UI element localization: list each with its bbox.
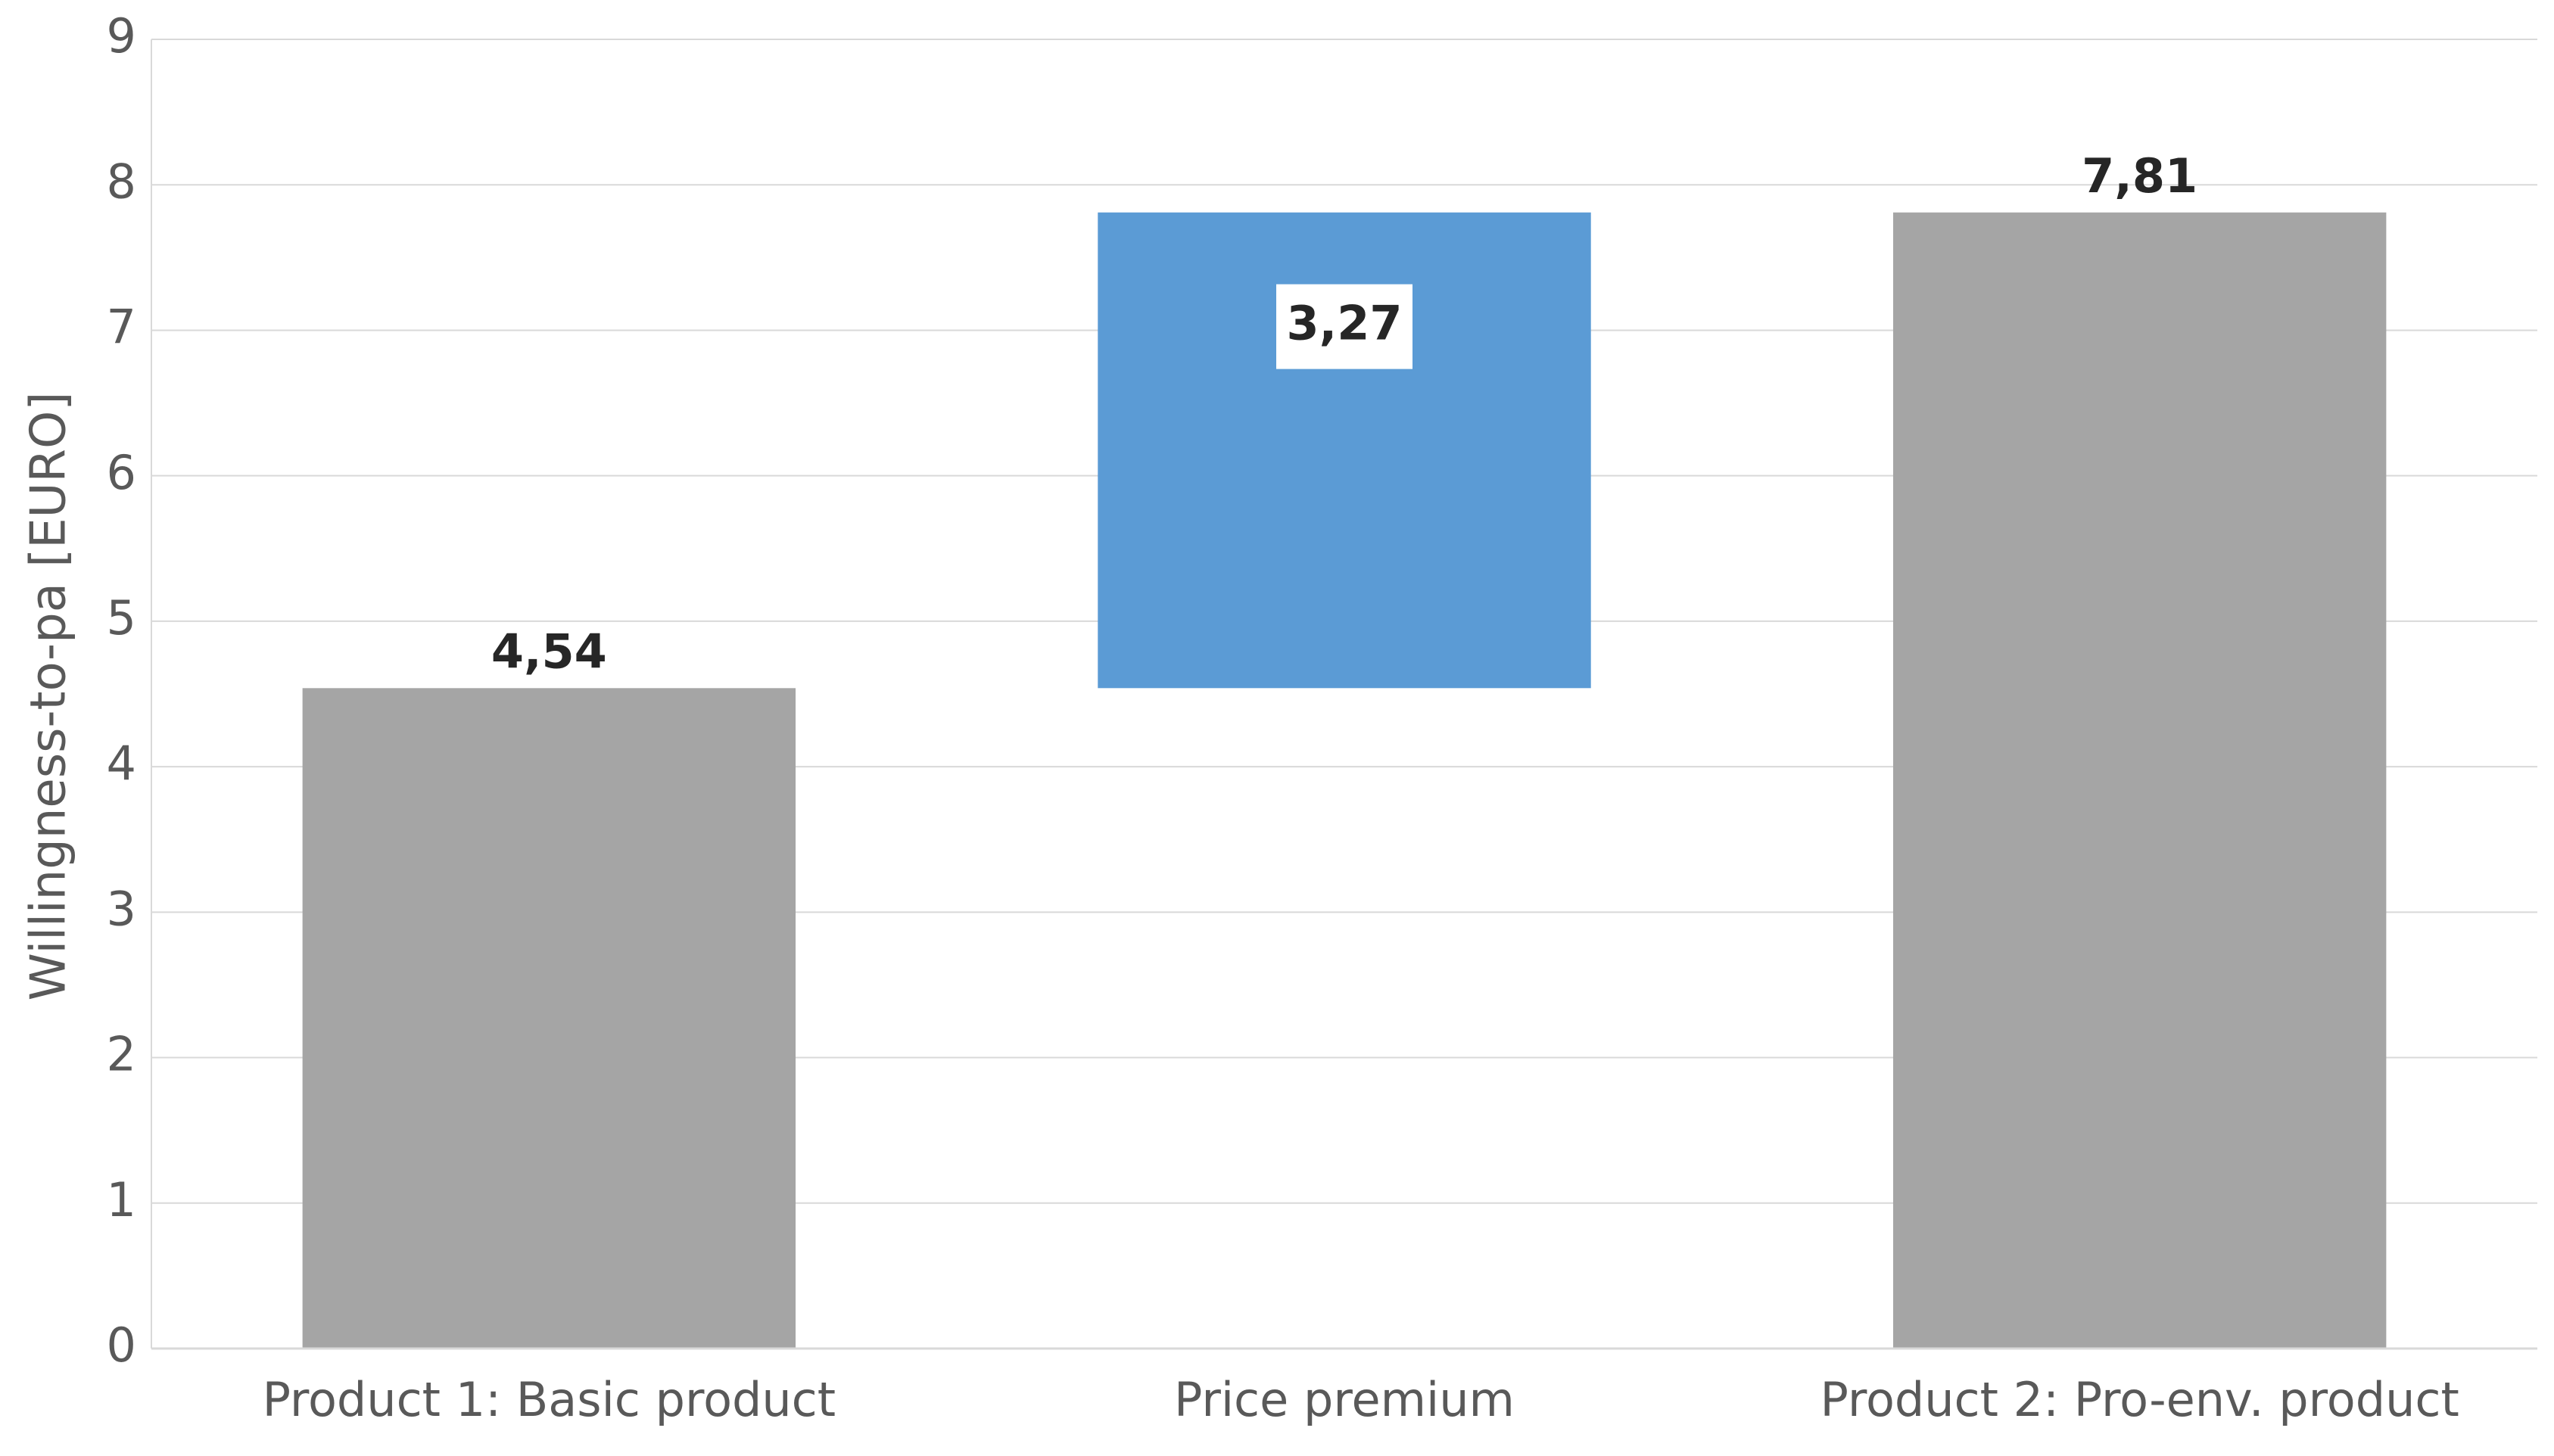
x-tick-label: Product 1: Basic product	[263, 1372, 836, 1427]
y-tick-label: 7	[107, 300, 136, 355]
x-tick-label: Price premium	[1174, 1372, 1515, 1427]
value-label: 7,81	[2082, 148, 2197, 204]
y-tick-label: 4	[107, 736, 136, 791]
bar	[1098, 212, 1591, 689]
y-tick-label: 8	[107, 154, 136, 209]
y-tick-label: 6	[107, 445, 136, 500]
y-tick-label: 2	[107, 1027, 136, 1082]
y-tick-label: 5	[107, 590, 136, 646]
bar	[1892, 212, 2387, 1349]
x-tick-label: Product 2: Pro-env. product	[1821, 1372, 2459, 1427]
y-tick-label: 9	[107, 8, 136, 64]
value-label-box	[1276, 284, 1412, 369]
bar	[302, 688, 796, 1349]
value-label: 4,54	[491, 624, 607, 679]
value-label: 3,27	[1287, 296, 1403, 351]
y-tick-label: 1	[107, 1172, 136, 1227]
y-axis-label: Willingness-to-pa [EURO]	[21, 392, 77, 1001]
y-tick-label: 3	[107, 881, 136, 936]
y-tick-label: 0	[107, 1318, 136, 1373]
